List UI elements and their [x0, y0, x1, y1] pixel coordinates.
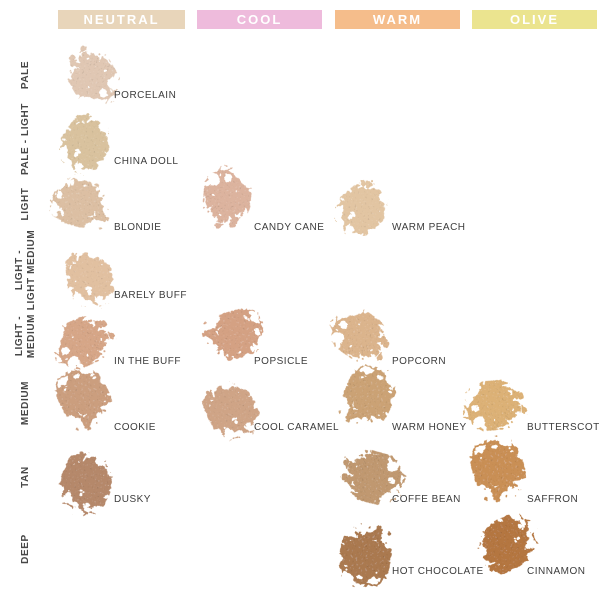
powder-pile	[66, 313, 114, 364]
swatch-hot-chocolate: HOT CHOCOLATE	[328, 512, 518, 584]
swatch-butterscotch: BUTTERSCOTCH	[463, 368, 600, 440]
shade-name: PORCELAIN	[114, 90, 177, 101]
swatch-popsicle: POPSICLE	[190, 302, 380, 374]
shade-name: CHINA DOLL	[114, 156, 179, 167]
shade-name: COOL CARAMEL	[254, 422, 340, 433]
powder-pile	[63, 448, 115, 503]
swatch-warm-peach: WARM PEACH	[328, 168, 518, 240]
swatch-popcorn: POPCORN	[328, 302, 518, 374]
powder-pile	[65, 247, 114, 294]
swatch-warm-honey: WARM HONEY	[328, 368, 518, 440]
column-header-warm: WARM	[335, 10, 460, 29]
powder-pile	[202, 378, 255, 428]
powder-pile	[474, 520, 526, 575]
powder-pile	[344, 180, 392, 229]
shade-name: COOKIE	[114, 422, 156, 433]
swatch-saffron: SAFFRON	[463, 440, 600, 512]
shade-name: SAFFRON	[527, 494, 579, 505]
swatch-candy-cane: CANDY CANE	[190, 168, 380, 240]
shade-name: POPSICLE	[254, 356, 309, 367]
shade-name: CANDY CANE	[254, 222, 325, 233]
column-header-neutral: NEUTRAL	[58, 10, 185, 29]
powder-pile	[65, 182, 113, 229]
shade-name: IN THE BUFF	[114, 356, 181, 367]
powder-pile	[476, 379, 527, 430]
swatch-porcelain: PORCELAIN	[50, 36, 240, 108]
shade-name: BLONDIE	[114, 222, 162, 233]
swatch-cookie: COOKIE	[50, 368, 240, 440]
shade-name: WARM HONEY	[392, 422, 467, 433]
powder-pile	[341, 521, 393, 574]
shade-name: BUTTERSCOTCH	[527, 422, 600, 433]
powder-pile	[66, 112, 114, 163]
swatch-barely-buff: BARELY BUFF	[50, 236, 240, 308]
swatch-blondie: BLONDIE	[50, 168, 240, 240]
swatch-dusky: DUSKY	[50, 440, 240, 512]
shade-name: DUSKY	[114, 494, 151, 505]
swatch-cinnamon: CINNAMON	[463, 512, 600, 584]
swatch-china-doll: CHINA DOLL	[50, 102, 240, 174]
swatch-coffe-bean: COFFE BEAN	[328, 440, 518, 512]
shade-name: COFFE BEAN	[392, 494, 461, 505]
shade-name: POPCORN	[392, 356, 447, 367]
row-label-deep: DEEP	[19, 534, 31, 564]
shade-name: WARM PEACH	[392, 222, 466, 233]
powder-pile	[338, 449, 393, 501]
swatch-cool-caramel: COOL CARAMEL	[190, 368, 380, 440]
powder-pile	[341, 316, 392, 364]
shade-name: BARELY BUFF	[114, 290, 187, 301]
powder-pile	[473, 451, 528, 503]
powder-pile	[61, 380, 114, 430]
powder-pile	[64, 46, 113, 94]
column-header-olive: OLIVE	[472, 10, 597, 29]
swatch-in-the-buff: IN THE BUFF	[50, 302, 240, 374]
powder-pile	[202, 181, 251, 230]
column-header-cool: COOL	[197, 10, 322, 29]
powder-pile	[202, 312, 250, 362]
shade-name: CINNAMON	[527, 566, 586, 577]
powder-pile	[340, 378, 390, 431]
shade-name: HOT CHOCOLATE	[392, 566, 484, 577]
